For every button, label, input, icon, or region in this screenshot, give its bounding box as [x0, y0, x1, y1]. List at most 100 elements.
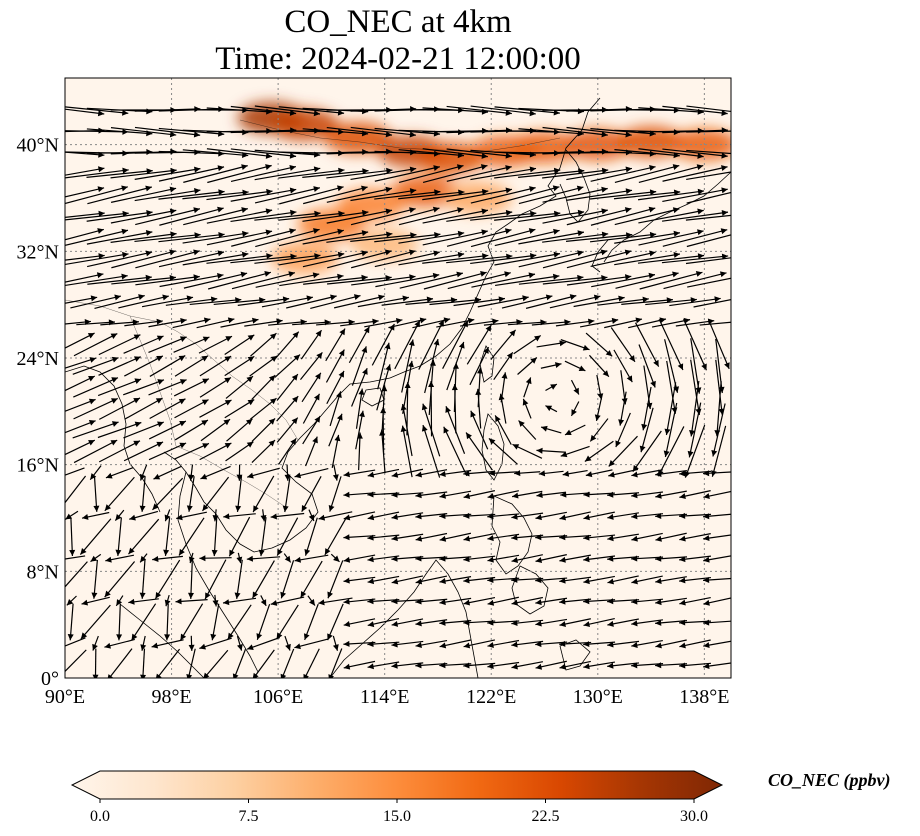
- wind-vector: [200, 465, 231, 480]
- wind-vector: [662, 187, 728, 203]
- wind-vector: [661, 209, 729, 222]
- wind-vector: [283, 553, 292, 563]
- wind-vector: [175, 598, 208, 605]
- colorbar-ticks: 0.0 7.5 15.0 22.5 30.0: [90, 799, 708, 825]
- wind-vector: [429, 297, 482, 306]
- wind-vector: [523, 377, 532, 398]
- wind-vector: [251, 374, 276, 400]
- wind-vector: [100, 319, 139, 326]
- wind-vector: [375, 206, 440, 226]
- wind-vector: [327, 560, 344, 599]
- wind-vector: [69, 517, 76, 557]
- wind-vector: [639, 270, 703, 290]
- wind-vector: [400, 425, 413, 478]
- wind-vector: [559, 598, 592, 605]
- wind-vector: [542, 208, 608, 224]
- wind-vector: [638, 229, 704, 246]
- wind-vector: [182, 230, 249, 244]
- wind-vector: [224, 355, 255, 377]
- wind-vector: [559, 618, 591, 627]
- wind-vector: [415, 640, 448, 649]
- wind-vector: [278, 106, 345, 116]
- wind-vector: [494, 106, 560, 116]
- wind-vector: [278, 210, 345, 221]
- wind-vector: [632, 430, 662, 472]
- wind-vector: [501, 294, 553, 309]
- wind-vector: [511, 512, 544, 520]
- wind-vector: [332, 464, 339, 481]
- wind-vector: [469, 346, 490, 386]
- wind-vector: [511, 596, 543, 606]
- colorbar-tick-label: 30.0: [680, 808, 708, 825]
- wind-vector: [148, 318, 187, 328]
- wind-vector: [631, 619, 664, 627]
- wind-vector: [81, 511, 110, 520]
- wind-vector: [164, 509, 171, 522]
- wind-vector: [518, 168, 585, 178]
- wind-vector: [590, 165, 656, 182]
- wind-vector: [664, 382, 677, 436]
- wind-vector: [303, 648, 320, 678]
- wind-vector: [679, 576, 711, 584]
- wind-vector: [236, 552, 243, 564]
- wind-vector: [204, 559, 227, 600]
- wind-vector: [398, 230, 465, 244]
- wind-vector: [351, 274, 416, 286]
- wind-vector: [439, 576, 472, 584]
- wind-vector: [399, 271, 464, 289]
- wind-vector: [662, 228, 728, 247]
- wind-vector: [535, 641, 568, 648]
- wind-vector: [65, 375, 96, 392]
- wind-vector: [560, 491, 591, 498]
- wind-vector: [715, 359, 725, 415]
- wind-vector: [391, 618, 424, 627]
- wind-vector: [318, 597, 353, 606]
- wind-vector: [391, 640, 424, 648]
- wind-vector: [124, 397, 163, 420]
- wind-vector: [511, 534, 544, 541]
- wind-vector: [148, 442, 187, 461]
- wind-vector: [302, 415, 321, 445]
- wind-vector: [302, 393, 321, 424]
- coastline-malay-peninsula: [177, 471, 259, 673]
- wind-vector: [631, 575, 663, 585]
- wind-vector: [490, 329, 517, 360]
- wind-vector: [545, 405, 558, 413]
- wind-vector: [276, 417, 299, 443]
- wind-vector: [446, 253, 513, 264]
- wind-vector: [224, 334, 255, 355]
- wind-vector: [140, 635, 147, 651]
- wind-vector: [607, 662, 640, 669]
- wind-vector: [301, 476, 322, 512]
- wind-vector: [105, 554, 135, 563]
- wind-vector: [129, 510, 159, 521]
- wind-vector: [199, 442, 232, 461]
- wind-vector: [415, 598, 448, 605]
- wind-vector: [275, 331, 300, 359]
- wind-vector: [230, 209, 297, 223]
- wind-vector: [422, 208, 489, 224]
- wind-vector: [415, 491, 448, 499]
- wind-vector: [199, 376, 232, 398]
- wind-vector: [607, 575, 639, 585]
- wind-vector: [73, 439, 118, 464]
- wind-vector: [65, 649, 87, 673]
- wind-vector: [65, 210, 129, 221]
- wind-vector: [343, 554, 376, 563]
- wind-vector: [182, 189, 249, 200]
- wind-vector: [679, 639, 711, 649]
- wind-vector: [86, 230, 153, 245]
- wind-vector: [703, 662, 731, 670]
- wind-vector: [487, 596, 519, 606]
- wind-vector: [246, 636, 281, 650]
- latitude-tick-label: 0°: [41, 668, 59, 690]
- wind-vector: [351, 367, 368, 407]
- coastline-korea: [559, 149, 591, 223]
- wind-vector: [514, 470, 541, 477]
- colorbar: 0.0 7.5 15.0 22.5 30.0: [70, 770, 724, 825]
- wind-vector: [423, 270, 487, 290]
- wind-vector: [65, 439, 96, 456]
- wind-vector: [511, 661, 544, 670]
- wind-vector: [227, 604, 252, 640]
- wind-vector: [304, 517, 318, 556]
